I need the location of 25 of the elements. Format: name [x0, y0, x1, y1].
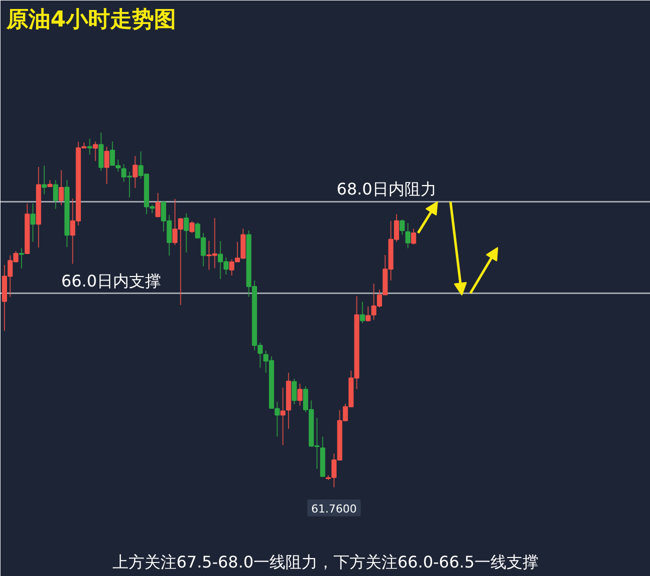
candlestick — [189, 220, 195, 234]
candlestick — [98, 132, 104, 172]
candlestick — [411, 228, 416, 245]
text: 上方关注67.5-68.0一线阻力，下方关注66.0-66.5一线支撑 — [112, 552, 539, 572]
candlestick — [292, 378, 297, 405]
annotation: 61.7600 — [311, 502, 357, 516]
candlestick — [405, 222, 410, 249]
candlestick — [53, 180, 58, 210]
candlestick — [184, 212, 189, 253]
candlestick — [87, 138, 92, 156]
candlestick — [280, 387, 286, 446]
candlestick — [360, 301, 365, 324]
ref-line-label: 68.0日内阻力 — [336, 180, 436, 199]
chart-title: 原油4小时走势图 — [6, 8, 176, 32]
candlestick — [30, 203, 36, 242]
candlestick — [132, 155, 138, 188]
candlestick — [155, 192, 160, 218]
candlestick — [18, 248, 24, 269]
ref-line-label: 66.0日内支撑 — [61, 271, 161, 290]
candlestick — [58, 170, 64, 206]
candlestick — [92, 140, 98, 162]
candlestick — [400, 218, 405, 236]
candlestick — [297, 383, 302, 406]
candlestick — [104, 146, 110, 185]
candlestick — [42, 165, 47, 195]
